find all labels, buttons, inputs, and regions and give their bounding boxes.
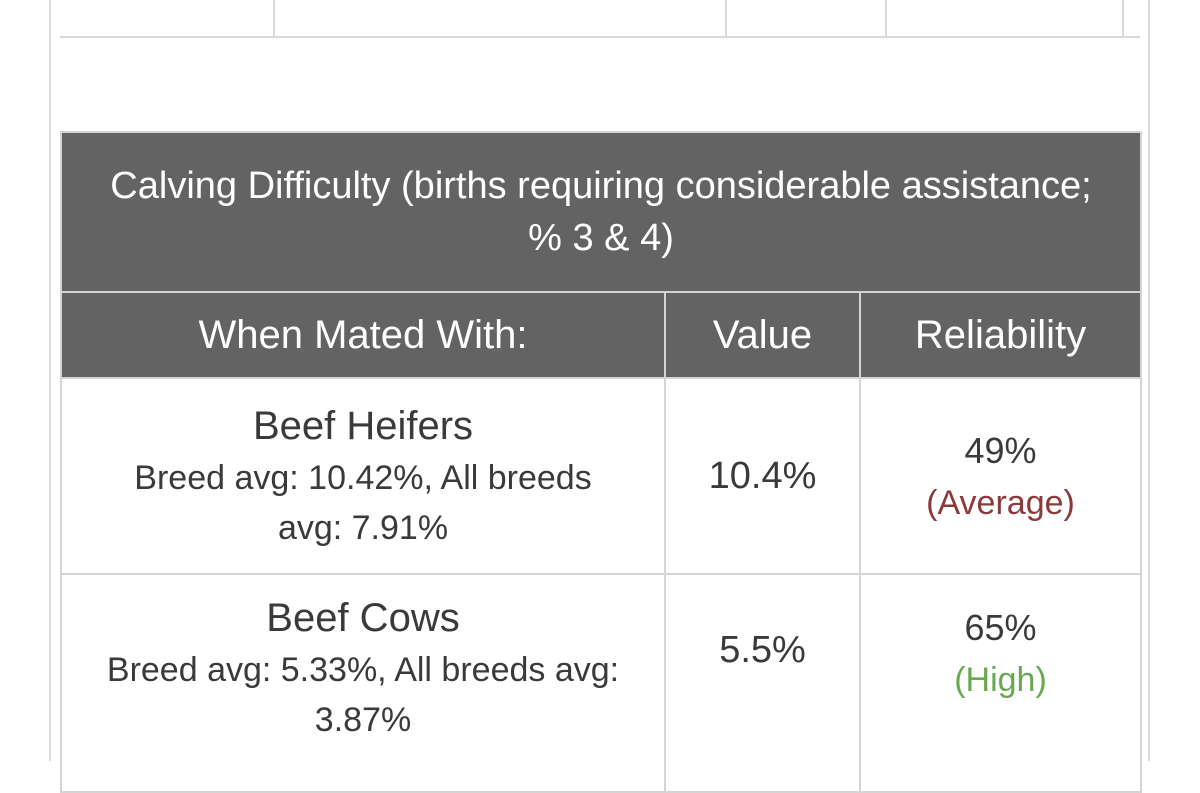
table-header-row: When Mated With: Value Reliability [60, 291, 1143, 379]
page-frame-left [49, 0, 51, 761]
header-value: Value [664, 291, 861, 379]
breed-averages: Breed avg: 10.42%, All breeds avg: 7.91% [134, 459, 592, 547]
reliability-wrap: 65% (High) [861, 601, 1140, 705]
mated-with-name: Beef Heifers [252, 404, 474, 448]
header-reliability: Reliability [858, 291, 1143, 379]
table-title: Calving Difficulty (births requiring con… [59, 131, 1143, 293]
previous-table-divider [885, 0, 887, 36]
value-cell: 10.4% [664, 377, 861, 575]
value-cell: 5.5% [664, 573, 861, 793]
value-text: 5.5% [719, 629, 806, 671]
value-text: 10.4% [708, 454, 817, 497]
reliability-label: (Average) [926, 484, 1075, 522]
calving-difficulty-table: Calving Difficulty (births requiring con… [59, 131, 1143, 793]
table-row: Beef Cows Breed avg: 5.33%, All breeds a… [60, 573, 1143, 793]
reliability-percent: 49% [964, 430, 1037, 471]
reliability-percent: 65% [964, 607, 1037, 648]
reliability-cell: 49% (Average) [858, 377, 1143, 575]
page-frame-right [1148, 0, 1150, 761]
mated-with-cell: Beef Cows Breed avg: 5.33%, All breeds a… [60, 573, 666, 793]
previous-table-divider [725, 0, 727, 36]
previous-table-divider [1122, 0, 1124, 36]
mated-with-cell: Beef Heifers Breed avg: 10.42%, All bree… [60, 377, 666, 575]
previous-table-divider [273, 0, 275, 36]
previous-table-remnant [60, 0, 1140, 38]
mated-with-name: Beef Cows [266, 596, 460, 640]
header-mated-with: When Mated With: [60, 291, 666, 379]
reliability-label: (High) [954, 661, 1047, 699]
table-row: Beef Heifers Breed avg: 10.42%, All bree… [60, 377, 1143, 575]
breed-averages: Breed avg: 5.33%, All breeds avg: 3.87% [106, 651, 620, 739]
reliability-cell: 65% (High) [858, 573, 1143, 793]
table-title-row: Calving Difficulty (births requiring con… [59, 131, 1143, 293]
